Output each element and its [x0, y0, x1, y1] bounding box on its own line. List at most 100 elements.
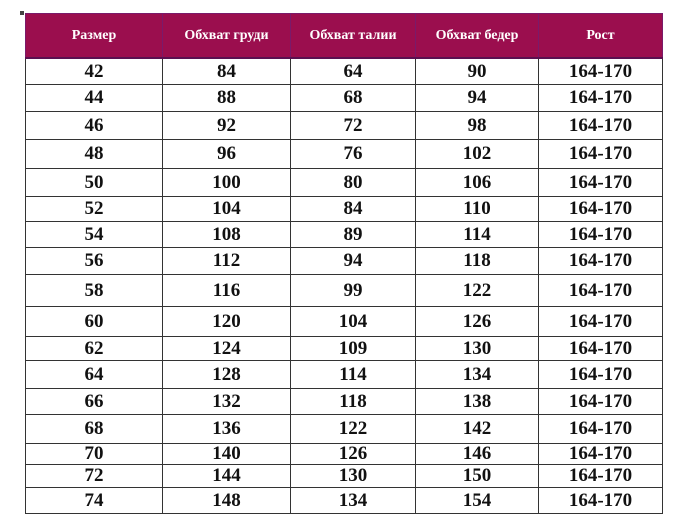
cell-height: 164-170 [538, 83, 663, 112]
size-chart-table: Размер Обхват груди Обхват талии Обхват бед… [25, 13, 663, 514]
cell-hips: 98 [415, 110, 539, 140]
cell-chest: 128 [162, 359, 291, 389]
table-row: 60 120 104 126 164-170 [25, 305, 663, 337]
cell-waist: 104 [290, 305, 416, 337]
cell-height: 164-170 [538, 335, 663, 361]
cell-hips: 118 [415, 246, 539, 275]
cell-waist: 114 [290, 359, 416, 389]
cell-hips: 106 [415, 167, 539, 197]
table-row: 62 124 109 130 164-170 [25, 335, 663, 361]
cell-chest: 140 [162, 442, 291, 465]
cell-height: 164-170 [538, 195, 663, 222]
header-waist: Обхват талии [290, 13, 416, 59]
cell-size: 62 [25, 335, 163, 361]
cell-height: 164-170 [538, 359, 663, 389]
cell-waist: 72 [290, 110, 416, 140]
cell-hips: 146 [415, 442, 539, 465]
cell-size: 48 [25, 138, 163, 169]
cell-hips: 94 [415, 83, 539, 112]
cell-chest: 144 [162, 463, 291, 488]
cell-size: 72 [25, 463, 163, 488]
cell-height: 164-170 [538, 442, 663, 465]
cell-chest: 136 [162, 413, 291, 444]
cell-chest: 88 [162, 83, 291, 112]
table-row: 42 84 64 90 164-170 [25, 57, 663, 85]
cell-size: 46 [25, 110, 163, 140]
header-height: Рост [538, 13, 663, 59]
cell-hips: 102 [415, 138, 539, 169]
cell-waist: 84 [290, 195, 416, 222]
table-row: 48 96 76 102 164-170 [25, 138, 663, 169]
table-row: 68 136 122 142 164-170 [25, 413, 663, 444]
header-size: Размер [25, 13, 163, 59]
table-row: 66 132 118 138 164-170 [25, 387, 663, 415]
cell-chest: 132 [162, 387, 291, 415]
cell-chest: 92 [162, 110, 291, 140]
cell-waist: 134 [290, 486, 416, 514]
cell-waist: 109 [290, 335, 416, 361]
cell-chest: 116 [162, 273, 291, 307]
cell-height: 164-170 [538, 138, 663, 169]
table-row: 74 148 134 154 164-170 [25, 486, 663, 514]
cell-size: 52 [25, 195, 163, 222]
cell-hips: 126 [415, 305, 539, 337]
cell-hips: 110 [415, 195, 539, 222]
cell-chest: 148 [162, 486, 291, 514]
selection-handle [20, 11, 24, 15]
cell-height: 164-170 [538, 246, 663, 275]
table-row: 72 144 130 150 164-170 [25, 463, 663, 488]
cell-chest: 112 [162, 246, 291, 275]
table-row: 46 92 72 98 164-170 [25, 110, 663, 140]
cell-waist: 68 [290, 83, 416, 112]
cell-waist: 122 [290, 413, 416, 444]
cell-chest: 108 [162, 220, 291, 248]
table-row: 64 128 114 134 164-170 [25, 359, 663, 389]
cell-size: 68 [25, 413, 163, 444]
cell-size: 50 [25, 167, 163, 197]
cell-hips: 138 [415, 387, 539, 415]
table-row: 56 112 94 118 164-170 [25, 246, 663, 275]
cell-height: 164-170 [538, 486, 663, 514]
cell-hips: 114 [415, 220, 539, 248]
cell-chest: 96 [162, 138, 291, 169]
cell-chest: 120 [162, 305, 291, 337]
cell-waist: 80 [290, 167, 416, 197]
cell-height: 164-170 [538, 413, 663, 444]
cell-size: 54 [25, 220, 163, 248]
cell-hips: 154 [415, 486, 539, 514]
table-row: 52 104 84 110 164-170 [25, 195, 663, 222]
cell-waist: 118 [290, 387, 416, 415]
cell-size: 74 [25, 486, 163, 514]
cell-hips: 90 [415, 57, 539, 85]
cell-hips: 150 [415, 463, 539, 488]
cell-waist: 126 [290, 442, 416, 465]
cell-waist: 76 [290, 138, 416, 169]
cell-hips: 142 [415, 413, 539, 444]
cell-height: 164-170 [538, 387, 663, 415]
cell-height: 164-170 [538, 167, 663, 197]
table-row: 58 116 99 122 164-170 [25, 273, 663, 307]
cell-hips: 130 [415, 335, 539, 361]
cell-hips: 122 [415, 273, 539, 307]
cell-waist: 130 [290, 463, 416, 488]
cell-chest: 100 [162, 167, 291, 197]
cell-size: 56 [25, 246, 163, 275]
table-row: 44 88 68 94 164-170 [25, 83, 663, 112]
cell-size: 70 [25, 442, 163, 465]
cell-size: 64 [25, 359, 163, 389]
cell-height: 164-170 [538, 110, 663, 140]
cell-height: 164-170 [538, 273, 663, 307]
cell-size: 42 [25, 57, 163, 85]
table-row: 70 140 126 146 164-170 [25, 442, 663, 465]
cell-size: 44 [25, 83, 163, 112]
cell-chest: 84 [162, 57, 291, 85]
cell-chest: 104 [162, 195, 291, 222]
table-row: 50 100 80 106 164-170 [25, 167, 663, 197]
cell-size: 66 [25, 387, 163, 415]
cell-height: 164-170 [538, 57, 663, 85]
cell-height: 164-170 [538, 220, 663, 248]
header-hips: Обхват бедер [415, 13, 539, 59]
cell-waist: 99 [290, 273, 416, 307]
cell-waist: 94 [290, 246, 416, 275]
cell-height: 164-170 [538, 463, 663, 488]
